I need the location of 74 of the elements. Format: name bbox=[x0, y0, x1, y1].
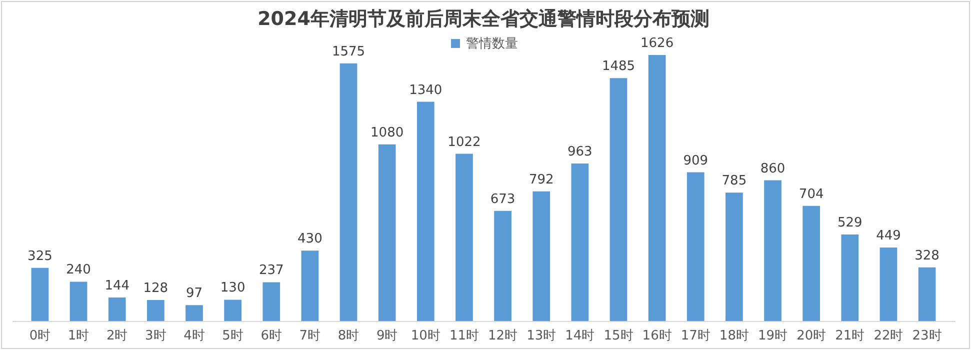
bar bbox=[494, 210, 512, 321]
x-tick-label: 1时 bbox=[68, 328, 90, 344]
data-label: 963 bbox=[568, 144, 592, 160]
data-label: 449 bbox=[876, 228, 901, 244]
data-label: 704 bbox=[798, 186, 824, 202]
bar bbox=[726, 192, 743, 321]
data-label: 860 bbox=[760, 161, 786, 176]
data-label: 430 bbox=[298, 232, 322, 247]
x-tick-label: 16时 bbox=[642, 328, 672, 344]
bar bbox=[70, 282, 88, 321]
data-label: 1626 bbox=[640, 36, 674, 51]
bar bbox=[764, 180, 782, 321]
bar bbox=[224, 300, 242, 321]
x-tick-label: 18时 bbox=[719, 328, 749, 344]
data-label: 328 bbox=[914, 248, 940, 264]
bar bbox=[918, 267, 936, 321]
x-tick-label: 19时 bbox=[758, 328, 788, 344]
bar bbox=[532, 191, 550, 321]
data-label: 1575 bbox=[332, 44, 366, 60]
data-label: 792 bbox=[528, 172, 554, 188]
data-label: 673 bbox=[490, 192, 516, 207]
x-tick-label: 21时 bbox=[835, 328, 865, 344]
legend-label: 警情数量 bbox=[466, 36, 518, 52]
data-label: 909 bbox=[683, 153, 708, 168]
x-tick-label: 10时 bbox=[410, 328, 440, 344]
x-tick-label: 8时 bbox=[338, 328, 360, 344]
data-label: 1340 bbox=[409, 82, 442, 98]
data-label: 237 bbox=[258, 263, 284, 278]
x-tick-label: 23时 bbox=[912, 328, 942, 344]
data-label: 1022 bbox=[448, 134, 481, 150]
data-label: 144 bbox=[104, 278, 130, 294]
data-label: 785 bbox=[722, 174, 747, 189]
bar bbox=[610, 78, 628, 321]
x-tick-label: 13时 bbox=[526, 328, 556, 344]
data-label: 130 bbox=[220, 280, 246, 296]
bar bbox=[262, 282, 280, 321]
data-label: 128 bbox=[143, 281, 168, 296]
x-tick-label: 0时 bbox=[29, 328, 51, 344]
x-tick-label: 2时 bbox=[106, 328, 128, 344]
x-tick-label: 4时 bbox=[184, 328, 205, 344]
x-tick-label: 15时 bbox=[604, 328, 634, 344]
x-tick-label: 3时 bbox=[145, 328, 166, 344]
data-label: 325 bbox=[28, 248, 52, 264]
bar bbox=[456, 154, 473, 321]
bar bbox=[841, 234, 859, 321]
bar bbox=[108, 297, 126, 321]
bar bbox=[686, 172, 704, 321]
bar bbox=[146, 300, 164, 321]
bar bbox=[416, 102, 434, 321]
x-tick-label: 17时 bbox=[680, 328, 710, 344]
bar bbox=[571, 163, 589, 321]
x-tick-label: 22时 bbox=[874, 328, 904, 344]
bar bbox=[31, 268, 49, 321]
bar bbox=[301, 250, 319, 321]
data-label: 97 bbox=[186, 286, 203, 302]
bar bbox=[186, 305, 203, 321]
bar bbox=[340, 63, 358, 321]
bar bbox=[378, 144, 396, 321]
x-tick-label: 7时 bbox=[299, 328, 321, 344]
bar bbox=[648, 55, 666, 321]
x-tick-label: 14时 bbox=[565, 328, 595, 344]
bar bbox=[802, 206, 820, 321]
data-label: 1080 bbox=[370, 125, 404, 140]
data-label: 1485 bbox=[602, 59, 636, 74]
data-label: 240 bbox=[66, 262, 91, 278]
chart-title: 2024年清明节及前后周末全省交通警情时段分布预测 bbox=[258, 8, 710, 30]
x-tick-label: 6时 bbox=[260, 328, 282, 344]
bar bbox=[880, 248, 898, 321]
x-tick-label: 9时 bbox=[376, 328, 398, 344]
x-tick-label: 20时 bbox=[796, 328, 826, 344]
x-tick-label: 5时 bbox=[222, 328, 244, 344]
x-tick-label: 12时 bbox=[488, 328, 518, 344]
x-tick-label: 11时 bbox=[449, 328, 479, 344]
data-label: 529 bbox=[837, 215, 862, 230]
